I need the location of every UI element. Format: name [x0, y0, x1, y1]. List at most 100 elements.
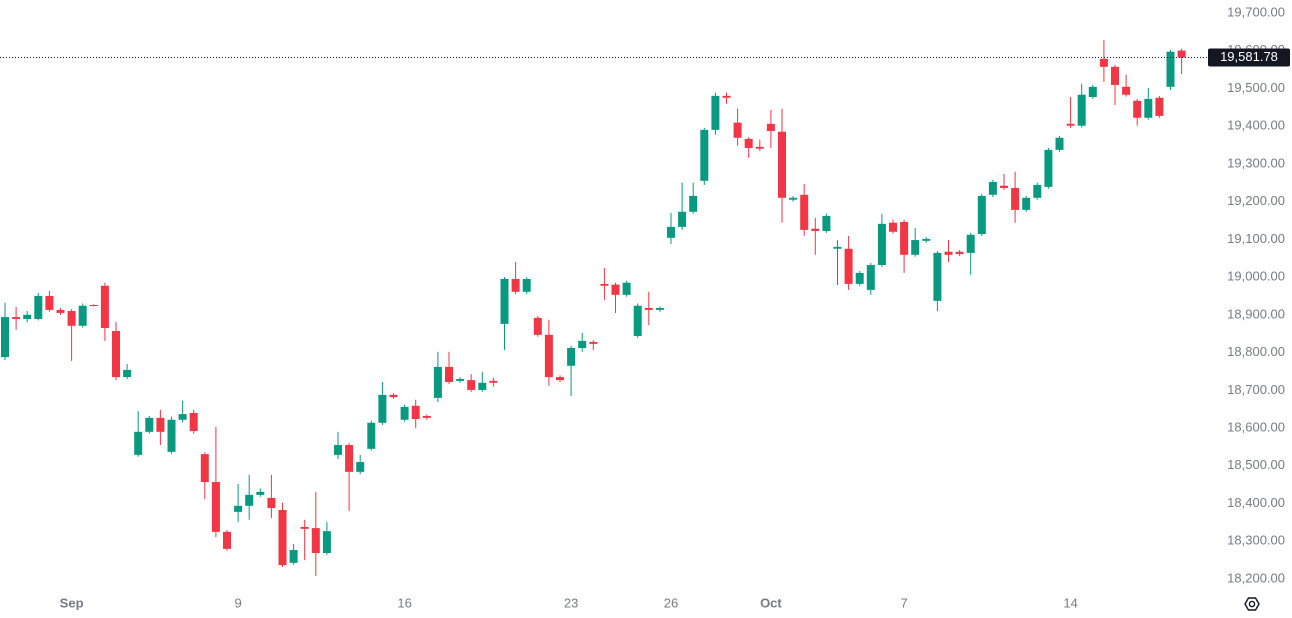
candle-body — [611, 284, 620, 295]
candle-body — [345, 445, 354, 472]
candle-body — [900, 221, 909, 255]
y-tick-label: 18,700.00 — [1227, 382, 1285, 397]
candle-body — [800, 194, 809, 230]
candle-body — [822, 215, 831, 232]
settings-icon[interactable] — [1244, 597, 1260, 611]
candle-body — [1011, 187, 1020, 210]
candle-body — [23, 314, 32, 319]
candle-body — [56, 309, 65, 313]
candle-body — [211, 482, 220, 532]
candle-body — [189, 412, 198, 432]
candle-body — [400, 406, 409, 420]
candle-body — [556, 377, 564, 381]
y-tick-label: 18,400.00 — [1227, 495, 1285, 510]
candle-body — [1022, 197, 1031, 210]
candle-body — [1, 317, 9, 358]
candle-body — [167, 419, 176, 452]
candle-body — [178, 414, 187, 420]
candle-body — [234, 505, 243, 512]
candle-body — [1111, 66, 1119, 85]
candle-body — [145, 417, 154, 432]
candle-body — [200, 454, 209, 483]
y-tick-label: 18,800.00 — [1227, 344, 1285, 359]
candle-body — [67, 311, 76, 326]
candle-body — [933, 252, 942, 301]
candle-body — [911, 240, 920, 255]
candle-body — [300, 526, 309, 529]
candle-body — [722, 95, 731, 98]
candle-body — [844, 248, 853, 284]
candle-body — [112, 331, 120, 378]
candle-body — [833, 246, 842, 249]
candle-body — [256, 491, 265, 495]
candle-body — [1088, 86, 1097, 98]
candle-body — [567, 348, 576, 366]
y-tick-label: 19,000.00 — [1227, 269, 1285, 284]
candle-body — [311, 528, 320, 554]
candle-body — [1177, 50, 1186, 58]
x-tick-label: 7 — [900, 595, 907, 610]
candle-body — [1166, 51, 1175, 87]
candle-body — [334, 445, 342, 455]
y-tick-label: 18,300.00 — [1227, 533, 1285, 548]
candle-body — [245, 494, 254, 506]
candle-body — [544, 334, 553, 378]
candle-body — [1122, 86, 1131, 95]
candle-body — [966, 234, 975, 253]
candle-body — [678, 211, 687, 227]
candle-body — [655, 308, 664, 310]
candle-body — [467, 380, 476, 390]
candle-body — [778, 131, 786, 198]
candle-body — [500, 278, 509, 324]
y-tick-label: 18,500.00 — [1227, 457, 1285, 472]
candle-body — [367, 422, 376, 449]
candle-body — [955, 251, 964, 255]
candle-body — [278, 509, 287, 566]
x-tick-label: 9 — [234, 595, 241, 610]
candle-body — [533, 317, 542, 335]
candle-body — [988, 181, 997, 195]
candle-body — [977, 195, 986, 235]
candle-body — [267, 497, 276, 509]
candle-body — [389, 394, 398, 398]
candle-body — [711, 95, 720, 130]
candle-body — [1077, 94, 1086, 126]
candle-body — [34, 295, 43, 319]
candle-body — [411, 405, 420, 420]
x-tick-label: Sep — [60, 595, 84, 610]
candle-body — [1099, 58, 1108, 67]
candle-body — [755, 146, 764, 149]
candle-body — [433, 366, 442, 398]
candle-body — [45, 295, 54, 310]
candle-body — [622, 282, 631, 295]
candle-body — [456, 378, 465, 381]
candle-body — [100, 285, 109, 329]
candle-body — [522, 278, 531, 292]
candle-body — [478, 382, 487, 390]
candle-body — [578, 340, 587, 349]
candle-body — [866, 264, 875, 290]
y-tick-label: 18,200.00 — [1227, 570, 1285, 585]
candle-body — [1000, 185, 1008, 188]
y-tick-label: 18,900.00 — [1227, 306, 1285, 321]
candle-body — [422, 415, 431, 418]
candle-body — [855, 272, 864, 284]
x-tick-label: 23 — [564, 595, 578, 610]
x-tick-label: 26 — [664, 595, 678, 610]
candle-body — [156, 417, 165, 432]
candle-body — [1033, 184, 1042, 198]
candle-body — [378, 394, 387, 423]
candle-body — [445, 366, 453, 383]
candle-body — [78, 305, 87, 326]
y-tick-label: 18,600.00 — [1227, 419, 1285, 434]
last-price-box — [1208, 48, 1290, 67]
candle-body — [889, 222, 897, 232]
y-tick-label: 19,100.00 — [1227, 231, 1285, 246]
x-tick-label: 16 — [397, 595, 411, 610]
candle-body — [944, 251, 953, 255]
candle-body — [689, 195, 698, 212]
candle-body — [123, 369, 132, 378]
candle-body — [223, 531, 231, 549]
candle-body — [766, 123, 775, 131]
y-tick-label: 19,200.00 — [1227, 193, 1285, 208]
